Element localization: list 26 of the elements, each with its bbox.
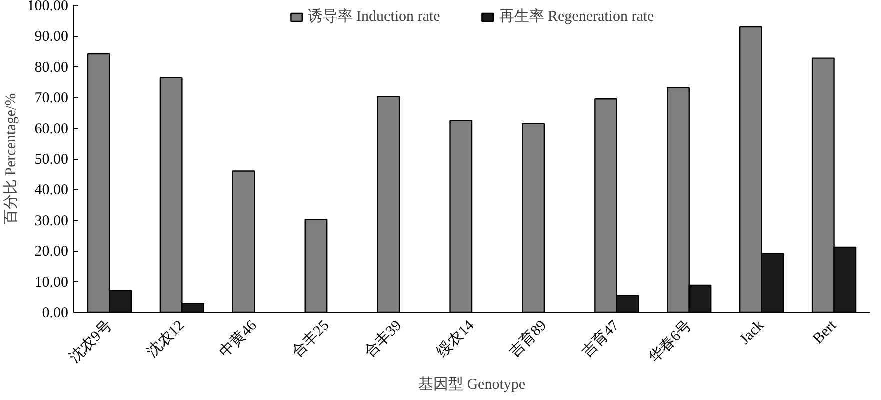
y-tick-label: 70.00 — [34, 90, 68, 107]
y-tick-label: 90.00 — [34, 29, 68, 46]
x-tick-label: Jack — [737, 317, 768, 348]
x-tick-label: 绥农14 — [434, 316, 478, 361]
x-tick-label: 吉育89 — [506, 317, 550, 361]
y-tick-label: 50.00 — [34, 152, 68, 168]
x-axis-title: 基因型 Genotype — [418, 376, 526, 393]
y-tick-label: 20.00 — [34, 244, 68, 260]
y-tick-label: 100.00 — [27, 0, 68, 14]
y-tick-label: 10.00 — [34, 274, 68, 291]
y-tick-label: 80.00 — [34, 60, 68, 76]
y-tick-label: 0.00 — [42, 306, 68, 322]
x-tick-label: 吉育47 — [578, 316, 623, 361]
y-axis-title: 百分比 Percentage/% — [2, 93, 20, 225]
x-tick-label: 华春6号 — [646, 317, 696, 366]
legend-label: 诱导率 Induction rate — [308, 7, 440, 26]
x-tick-label: 中黄46 — [216, 316, 261, 361]
y-tick-label: 60.00 — [34, 121, 68, 138]
x-tick-label: 合丰39 — [361, 317, 406, 361]
x-tick-label: 沈农12 — [144, 317, 188, 361]
x-tick-label: 沈农9号 — [66, 317, 116, 366]
y-tick-label: 40.00 — [34, 182, 68, 199]
x-tick-label: 合丰25 — [288, 317, 333, 361]
x-tick-label: Bert — [810, 317, 841, 348]
legend-label: 再生率 Regeneration rate — [499, 7, 654, 26]
y-tick-label: 30.00 — [34, 213, 68, 230]
